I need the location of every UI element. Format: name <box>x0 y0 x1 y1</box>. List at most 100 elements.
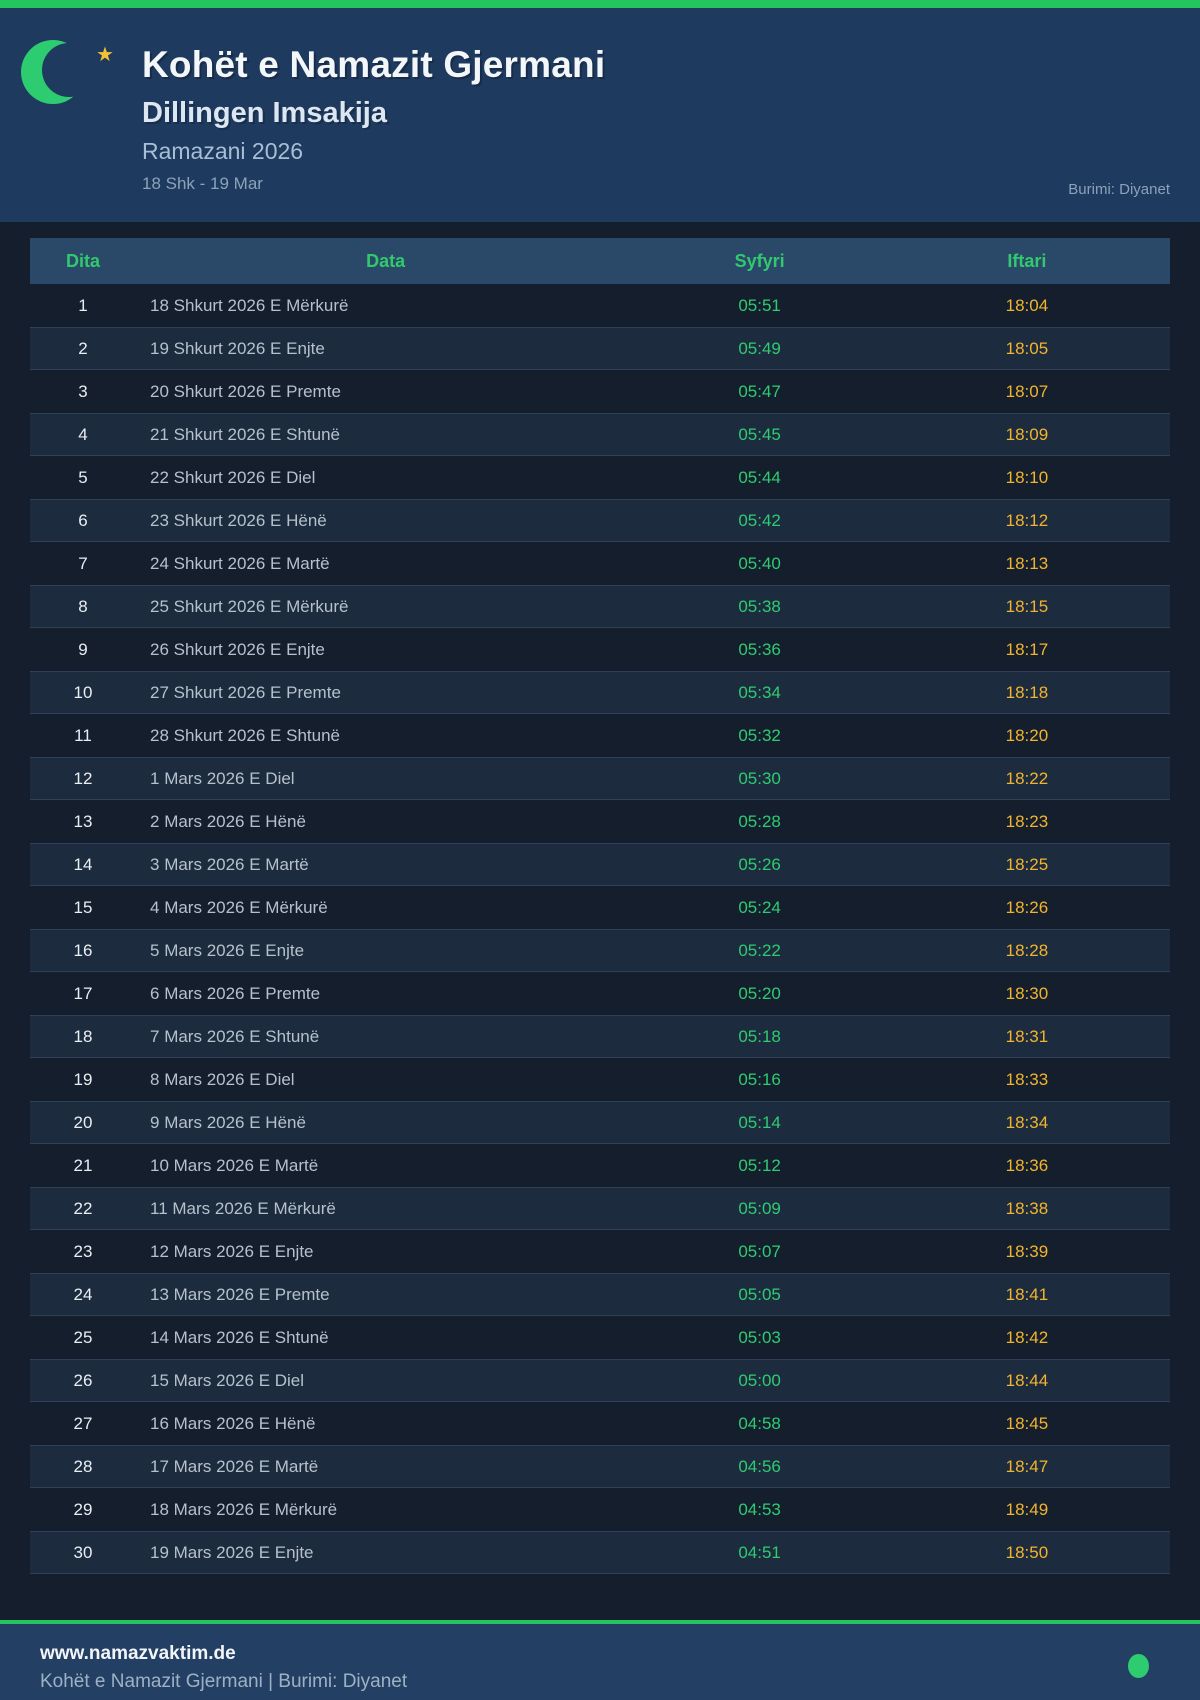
table-row: 22 11 Mars 2026 E Mërkurë 05:09 18:38 <box>30 1187 1170 1230</box>
cell-iftar: 18:31 <box>1005 1026 1049 1046</box>
website-link[interactable]: www.namazvaktim.de <box>40 1643 236 1664</box>
cell-suhoor: 05:47 <box>738 381 781 401</box>
table-row: 20 9 Mars 2026 E Hënë 05:14 18:34 <box>30 1101 1170 1144</box>
cell-suhoor: 05:36 <box>738 639 781 659</box>
cell-iftar: 18:25 <box>1005 854 1049 874</box>
cell-date: 23 Shkurt 2026 E Hënë <box>150 510 327 530</box>
cell-date: 8 Mars 2026 E Diel <box>150 1069 295 1089</box>
cell-date: 16 Mars 2026 E Hënë <box>150 1413 316 1433</box>
cell-iftar: 18:36 <box>1005 1155 1049 1175</box>
cell-date: 28 Shkurt 2026 E Shtunë <box>150 725 340 745</box>
cell-iftar: 18:22 <box>1005 768 1049 788</box>
cell-day: 8 <box>78 596 88 616</box>
cell-iftar: 18:20 <box>1005 725 1049 745</box>
column-header-day: Dita <box>66 250 101 271</box>
cell-date: 17 Mars 2026 E Martë <box>150 1456 319 1476</box>
cell-date: 18 Mars 2026 E Mërkurë <box>150 1499 338 1519</box>
page-footer: www.namazvaktim.de Kohët e Namazit Gjerm… <box>0 1624 1200 1700</box>
cell-day: 21 <box>73 1155 93 1175</box>
cell-iftar: 18:50 <box>1005 1542 1049 1562</box>
table-row: 3 20 Shkurt 2026 E Premte 05:47 18:07 <box>30 370 1170 413</box>
cell-suhoor: 05:16 <box>738 1069 781 1089</box>
cell-iftar: 18:13 <box>1005 553 1049 573</box>
cell-iftar: 18:28 <box>1005 940 1049 960</box>
cell-suhoor: 05:40 <box>738 553 781 573</box>
cell-iftar: 18:34 <box>1005 1112 1049 1132</box>
cell-day: 11 <box>74 725 92 745</box>
cell-date: 3 Mars 2026 E Martë <box>150 854 309 874</box>
table-row: 19 8 Mars 2026 E Diel 05:16 18:33 <box>30 1058 1170 1101</box>
cell-suhoor: 05:51 <box>738 295 781 315</box>
cell-date: 9 Mars 2026 E Hënë <box>150 1112 306 1132</box>
cell-iftar: 18:41 <box>1005 1284 1049 1304</box>
prayer-times-table: Dita Data Syfyri Iftari 1 18 Shkurt 2026… <box>30 238 1170 1574</box>
table-row: 12 1 Mars 2026 E Diel 05:30 18:22 <box>30 757 1170 800</box>
cell-day: 10 <box>73 682 93 702</box>
cell-suhoor: 05:22 <box>738 940 781 960</box>
cell-date: 22 Shkurt 2026 E Diel <box>150 467 316 487</box>
cell-iftar: 18:18 <box>1005 682 1049 702</box>
table-row: 1 18 Shkurt 2026 E Mërkurë 05:51 18:04 <box>30 284 1170 327</box>
cell-suhoor: 05:12 <box>738 1155 781 1175</box>
cell-day: 5 <box>78 467 88 487</box>
cell-suhoor: 04:58 <box>738 1413 781 1433</box>
cell-suhoor: 05:45 <box>738 424 781 444</box>
cell-date: 6 Mars 2026 E Premte <box>150 983 321 1003</box>
cell-iftar: 18:45 <box>1005 1413 1049 1433</box>
cell-date: 4 Mars 2026 E Mërkurë <box>150 897 328 917</box>
table-row: 7 24 Shkurt 2026 E Martë 05:40 18:13 <box>30 542 1170 585</box>
table-header-row: Dita Data Syfyri Iftari <box>30 238 1170 284</box>
cell-day: 13 <box>73 811 93 831</box>
cell-date: 19 Shkurt 2026 E Enjte <box>150 338 325 358</box>
table-row: 5 22 Shkurt 2026 E Diel 05:44 18:10 <box>30 456 1170 499</box>
cell-date: 10 Mars 2026 E Martë <box>150 1155 319 1175</box>
table-row: 6 23 Shkurt 2026 E Hënë 05:42 18:12 <box>30 499 1170 542</box>
cell-date: 21 Shkurt 2026 E Shtunë <box>150 424 340 444</box>
cell-day: 23 <box>73 1241 93 1261</box>
table-row: 8 25 Shkurt 2026 E Mërkurë 05:38 18:15 <box>30 585 1170 628</box>
cell-date: 12 Mars 2026 E Enjte <box>150 1241 314 1261</box>
date-range-label: 18 Shk - 19 Mar <box>142 174 263 193</box>
table-row: 25 14 Mars 2026 E Shtunë 05:03 18:42 <box>30 1316 1170 1359</box>
table-row: 29 18 Mars 2026 E Mërkurë 04:53 18:49 <box>30 1488 1170 1531</box>
cell-iftar: 18:33 <box>1005 1069 1049 1089</box>
table-row: 30 19 Mars 2026 E Enjte 04:51 18:50 <box>30 1531 1170 1574</box>
cell-date: 20 Shkurt 2026 E Premte <box>150 381 341 401</box>
cell-date: 26 Shkurt 2026 E Enjte <box>150 639 325 659</box>
cell-iftar: 18:17 <box>1005 639 1049 659</box>
table-row: 13 2 Mars 2026 E Hënë 05:28 18:23 <box>30 800 1170 843</box>
cell-iftar: 18:44 <box>1005 1370 1049 1390</box>
cell-day: 7 <box>78 553 88 573</box>
cell-iftar: 18:47 <box>1005 1456 1049 1476</box>
season-label: Ramazani 2026 <box>142 138 304 164</box>
column-header-iftar: Iftari <box>1007 250 1047 271</box>
cell-date: 1 Mars 2026 E Diel <box>150 768 295 788</box>
cell-date: 24 Shkurt 2026 E Martë <box>150 553 330 573</box>
cell-iftar: 18:26 <box>1005 897 1049 917</box>
cell-date: 11 Mars 2026 E Mërkurë <box>150 1198 336 1218</box>
table-row: 10 27 Shkurt 2026 E Premte 05:34 18:18 <box>30 671 1170 714</box>
table-row: 15 4 Mars 2026 E Mërkurë 05:24 18:26 <box>30 886 1170 929</box>
cell-iftar: 18:23 <box>1005 811 1049 831</box>
cell-date: 5 Mars 2026 E Enjte <box>150 940 305 960</box>
cell-suhoor: 04:51 <box>738 1542 781 1562</box>
cell-day: 30 <box>73 1542 93 1562</box>
page-title: Kohët e Namazit Gjermani <box>142 44 606 85</box>
green-dot-icon <box>1128 1654 1149 1678</box>
cell-day: 6 <box>78 510 88 530</box>
cell-day: 16 <box>73 940 93 960</box>
cell-day: 1 <box>78 295 88 315</box>
cell-date: 19 Mars 2026 E Enjte <box>150 1542 314 1562</box>
table-row: 11 28 Shkurt 2026 E Shtunë 05:32 18:20 <box>30 714 1170 757</box>
cell-date: 14 Mars 2026 E Shtunë <box>150 1327 329 1347</box>
cell-suhoor: 05:24 <box>738 897 781 917</box>
cell-suhoor: 04:56 <box>738 1456 781 1476</box>
cell-day: 22 <box>73 1198 93 1218</box>
cell-date: 18 Shkurt 2026 E Mërkurë <box>150 295 349 315</box>
cell-date: 25 Shkurt 2026 E Mërkurë <box>150 596 349 616</box>
cell-iftar: 18:07 <box>1005 381 1049 401</box>
page-header: ★ Kohët e Namazit Gjermani Dillingen Ims… <box>0 8 1200 222</box>
star-icon: ★ <box>96 44 114 66</box>
cell-day: 26 <box>73 1370 93 1390</box>
cell-date: 2 Mars 2026 E Hënë <box>150 811 306 831</box>
